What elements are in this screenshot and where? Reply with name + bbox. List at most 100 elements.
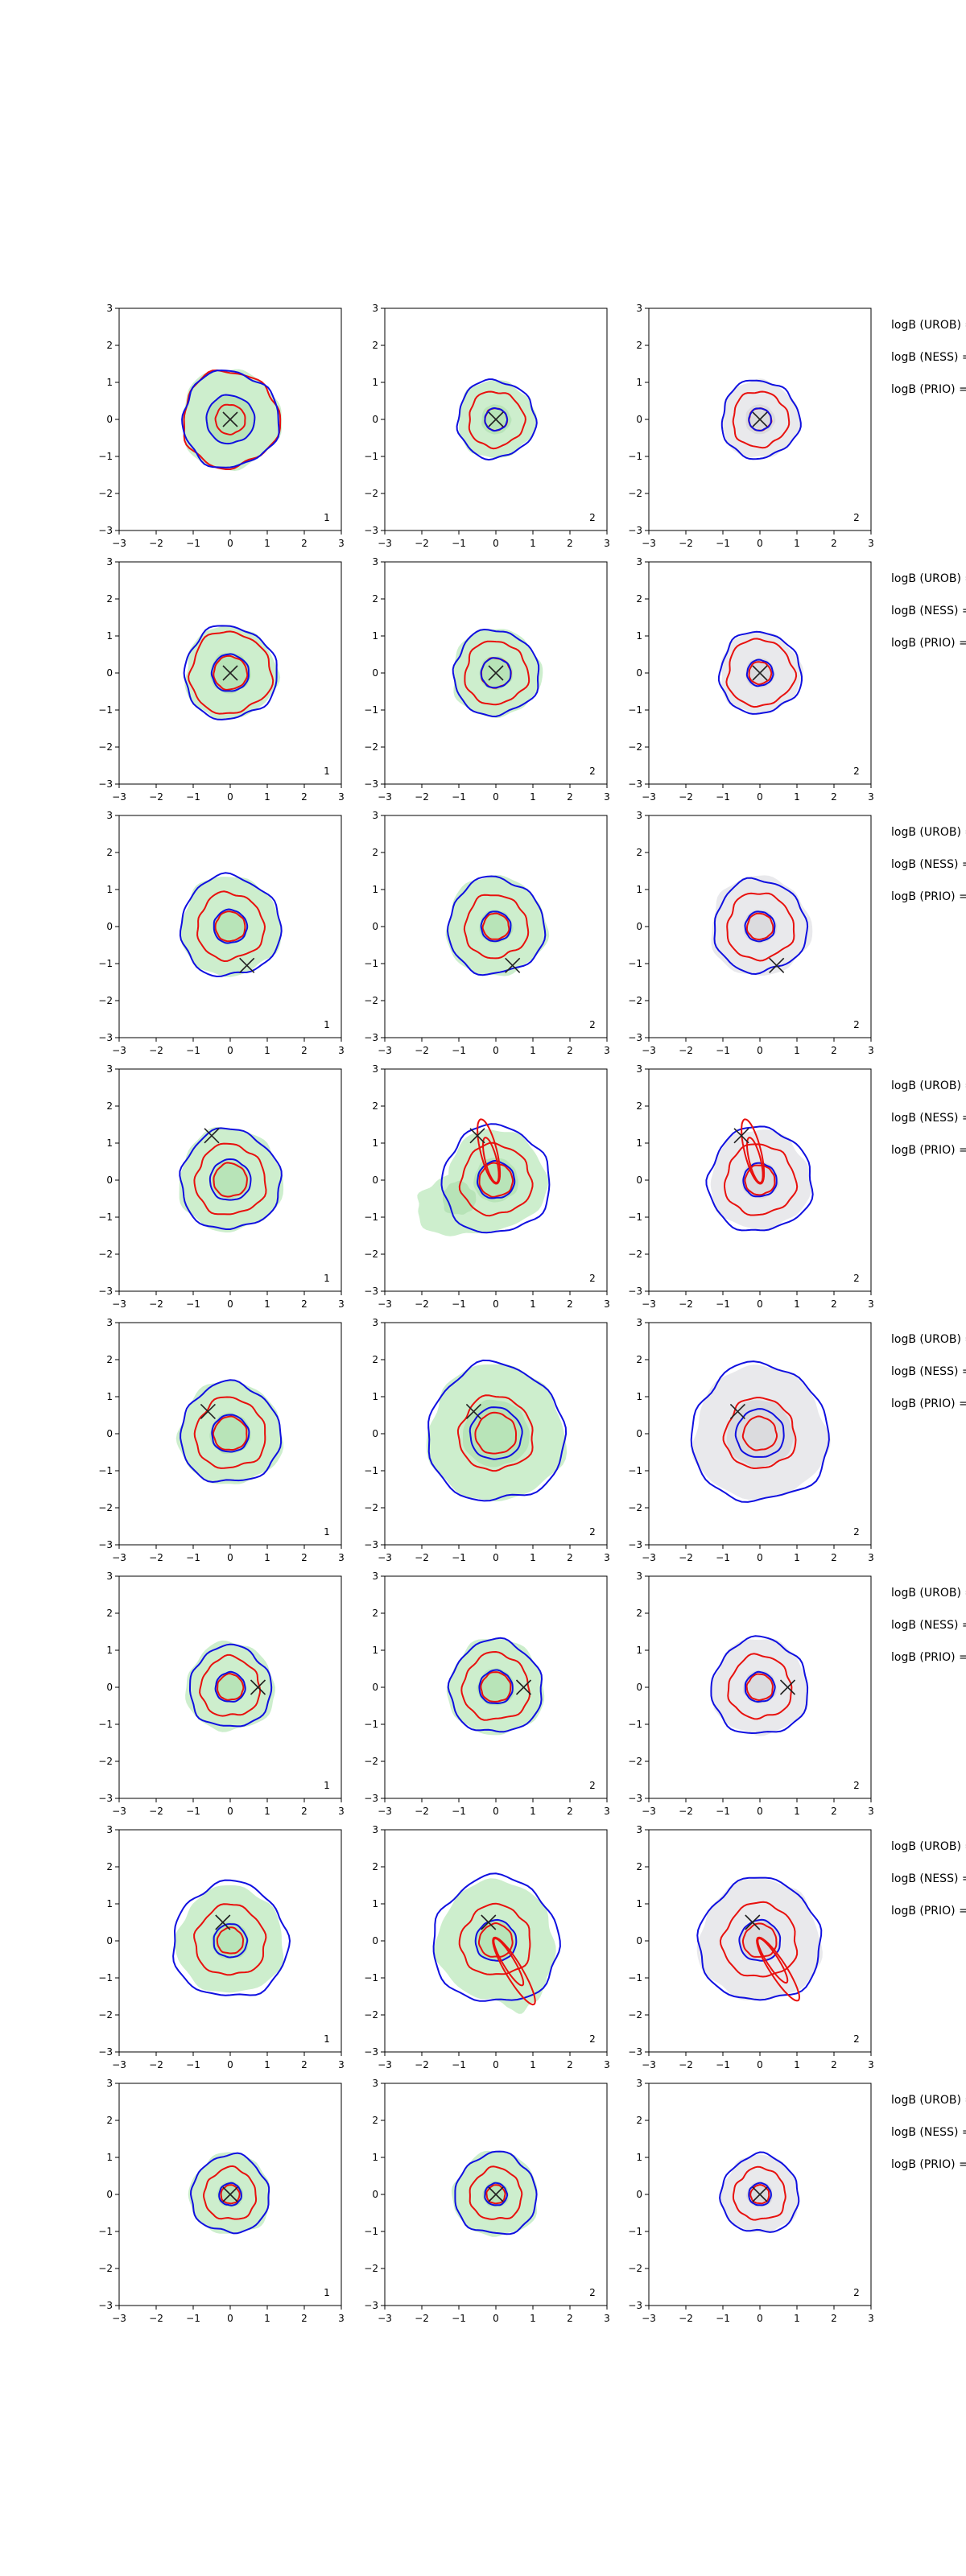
y-tick-label: 0: [106, 414, 113, 425]
y-tick-label: 3: [636, 1571, 642, 1582]
x-tick-label: 2: [301, 791, 308, 803]
y-tick-label: 0: [636, 1174, 642, 1186]
y-tick-label: 2: [372, 1100, 378, 1112]
y-tick-label: −3: [98, 2300, 113, 2311]
x-tick-label: 3: [868, 2059, 874, 2070]
x-tick-label: 0: [227, 1045, 233, 1056]
true-value-marker: [779, 1679, 796, 1695]
x-tick-label: 3: [604, 1045, 610, 1056]
x-tick-label: 1: [264, 1552, 270, 1563]
x-tick-label: 1: [264, 2313, 270, 2324]
panel-index-label: 2: [589, 1780, 596, 1791]
x-tick-label: −2: [679, 2313, 693, 2324]
x-tick-label: −1: [716, 1298, 730, 1310]
x-tick-label: −3: [642, 2059, 656, 2070]
x-tick-label: −3: [112, 1806, 126, 1817]
blue-contour-outer: [179, 872, 283, 978]
red-contour-inner: [744, 1164, 776, 1196]
true-value-marker: [215, 1914, 231, 1930]
y-tick-label: 1: [636, 377, 642, 388]
true-value-marker: [469, 1128, 485, 1144]
y-tick-label: 0: [636, 1428, 642, 1439]
y-tick-label: 2: [636, 1100, 642, 1112]
y-tick-label: 0: [636, 1682, 642, 1693]
x-tick-label: −2: [149, 1552, 163, 1563]
side-label-2: logB (NESS) =: [891, 1365, 966, 1378]
red-contour-inner: [741, 1415, 778, 1451]
red-contour-tail-inner: [481, 1137, 500, 1184]
x-tick-label: 2: [831, 2313, 837, 2324]
x-tick-label: −1: [186, 2313, 200, 2324]
x-tick-label: −1: [716, 2059, 730, 2070]
x-tick-label: 0: [757, 791, 763, 803]
y-tick-label: −1: [364, 1212, 378, 1223]
blue-contour-inner: [214, 1670, 246, 1703]
y-tick-label: 3: [636, 1317, 642, 1328]
y-tick-label: −3: [628, 1032, 642, 1043]
x-tick-label: −2: [149, 2059, 163, 2070]
y-tick-label: −1: [364, 1972, 378, 1984]
red-contour-mid: [199, 1653, 262, 1717]
red-contour-inner: [485, 2184, 506, 2205]
panel-r3-c3: −3−3 −2 −2 −1 −1 0 0 1 1 2 2 3 3 2: [628, 810, 874, 1056]
true-value-marker: [465, 1403, 481, 1419]
y-tick-label: −2: [364, 1756, 378, 1767]
y-tick-label: −3: [364, 2046, 378, 2058]
y-tick-label: 0: [106, 1428, 113, 1439]
x-tick-label: 0: [227, 538, 233, 549]
y-tick-label: 1: [636, 1645, 642, 1656]
x-tick-label: 2: [831, 1552, 837, 1563]
panel-r5-c1: −3 −3 −2 −2 −1 −1 0 0 1 1 2 2 3 3 1: [98, 1317, 345, 1563]
x-tick-label: 0: [757, 538, 763, 549]
density-core: [475, 1919, 517, 1962]
blue-contour-outer: [713, 877, 809, 976]
x-tick-label: −3: [112, 791, 126, 803]
blue-contour-outer: [454, 2150, 538, 2235]
y-tick-label: −1: [628, 704, 642, 716]
blue-contour-outer: [719, 2151, 800, 2233]
y-tick-label: −1: [628, 1465, 642, 1476]
x-tick-label: −1: [186, 1045, 200, 1056]
y-tick-label: −1: [364, 2226, 378, 2237]
x-tick-label: 1: [794, 1552, 800, 1563]
y-tick-label: 0: [636, 921, 642, 932]
side-label-1: logB (UROB) =: [891, 1333, 966, 1346]
red-contour-mid: [458, 1902, 531, 1975]
x-tick-label: 2: [831, 2059, 837, 2070]
panel-r7-c1: −3−3 −2 −2 −1 −1 0 0 1 1 2 2 3 3 1: [98, 1824, 345, 2070]
blue-contour-inner: [748, 407, 772, 432]
y-tick-label: −1: [98, 1212, 113, 1223]
y-tick-label: 3: [106, 303, 113, 314]
x-tick-label: 3: [338, 1298, 345, 1310]
x-tick-label: 3: [604, 2059, 610, 2070]
x-tick-label: 0: [493, 538, 499, 549]
panel-r2-c3: −3−3 −2 −2 −1 −1 0 0 1 1 2 2 3 3 2: [628, 556, 874, 803]
panel-r8-c2: −3−3 −2 −2 −1 −1 0 0 1 1 2 2 3 3 2: [364, 2078, 610, 2324]
true-value-marker: [733, 1128, 749, 1144]
panel-r6-c3: −3−3 −2 −2 −1 −1 0 0 1 1 2 2 3 3 2: [628, 1571, 874, 1817]
y-tick-label: −2: [98, 1502, 113, 1513]
red-contour-inner: [749, 2183, 770, 2205]
y-tick-label: 0: [106, 1682, 113, 1693]
x-tick-label: 2: [831, 791, 837, 803]
y-tick-label: −2: [628, 995, 642, 1006]
side-label-2: logB (NESS) =: [891, 605, 966, 617]
x-tick-label: −2: [679, 538, 693, 549]
x-tick-label: 1: [794, 2059, 800, 2070]
red-contour-inner: [745, 1673, 774, 1702]
panel-r8-c1: −3 −3 −2 −2 −1 −1 0 0 1 1 2 2 3 3 1: [98, 2078, 345, 2324]
x-tick-label: 1: [530, 538, 536, 549]
x-tick-label: 2: [567, 1552, 573, 1563]
blue-contour-inner: [748, 2182, 772, 2207]
y-tick-label: −2: [628, 741, 642, 753]
y-tick-label: −2: [98, 995, 113, 1006]
true-value-marker: [488, 665, 504, 681]
red-contour-mid: [726, 892, 795, 962]
y-tick-label: 3: [106, 2078, 113, 2089]
x-tick-label: 3: [338, 2059, 345, 2070]
x-tick-label: 3: [868, 1552, 874, 1563]
x-tick-label: −2: [415, 1806, 429, 1817]
y-tick-label: 1: [636, 1391, 642, 1402]
y-tick-label: 3: [372, 303, 378, 314]
